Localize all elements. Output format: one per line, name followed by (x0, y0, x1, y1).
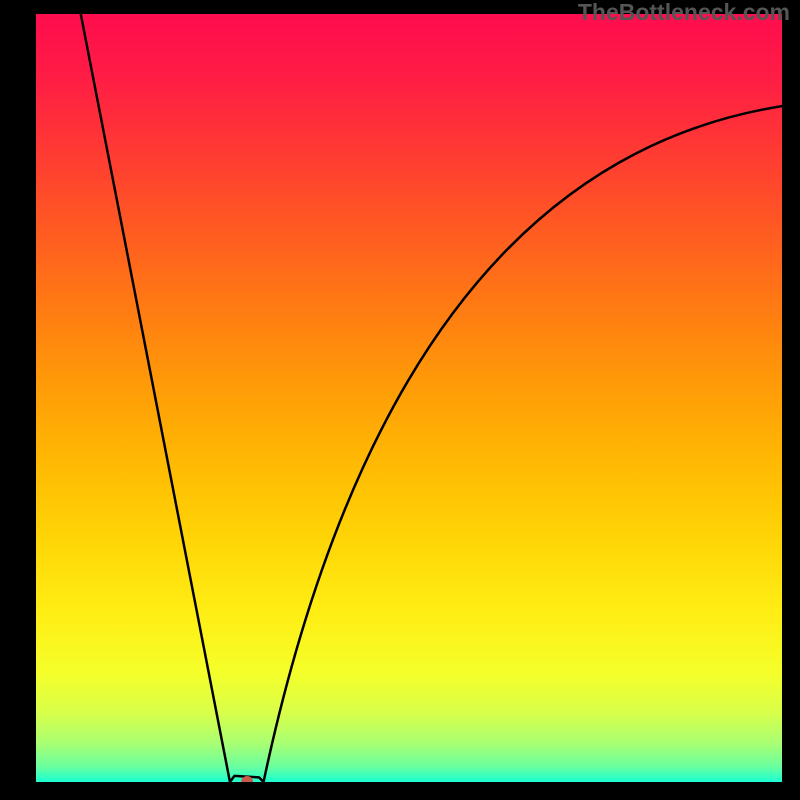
watermark-text: TheBottleneck.com (578, 0, 790, 26)
chart-plot-area (36, 14, 782, 782)
gradient-background (36, 14, 782, 782)
